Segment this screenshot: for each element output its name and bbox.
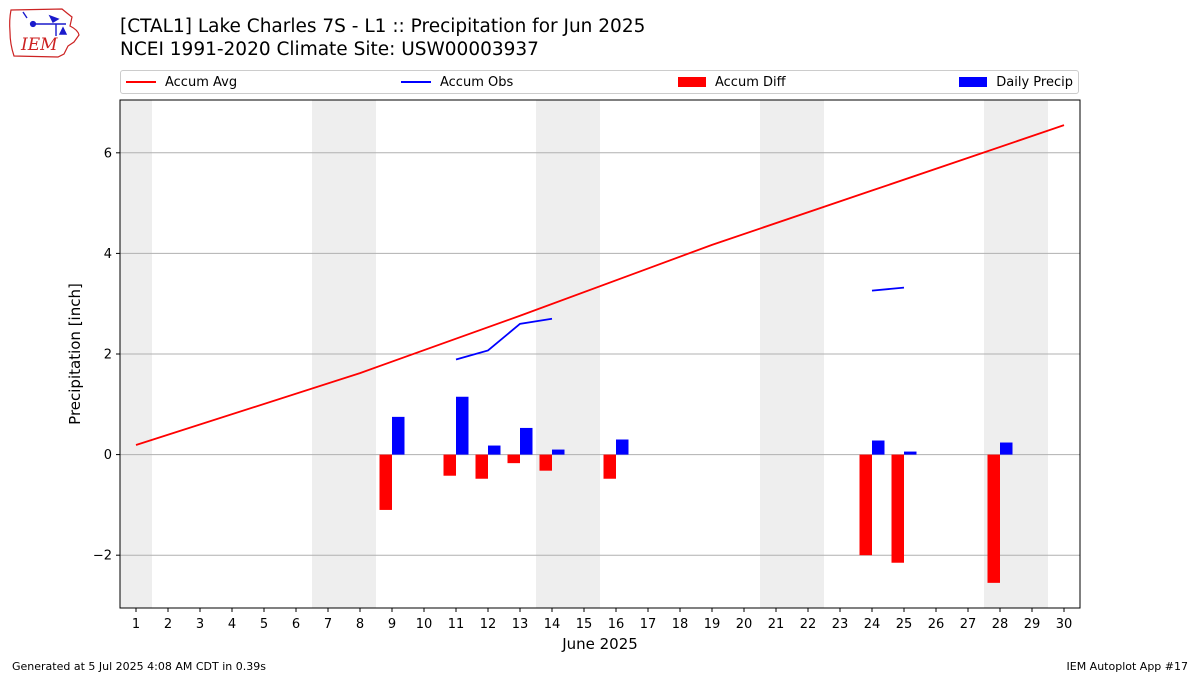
legend-label: Accum Obs [440, 74, 514, 90]
x-tick-label: 6 [292, 617, 300, 632]
accum-diff-bar [475, 454, 488, 479]
x-tick-label: 9 [388, 617, 396, 632]
daily-precip-bar [872, 440, 885, 455]
x-tick-label: 5 [260, 617, 268, 632]
weekend-shading [312, 100, 376, 608]
y-tick-label: 4 [104, 247, 112, 262]
x-tick-label: 15 [576, 617, 593, 632]
x-tick-label: 17 [640, 617, 657, 632]
x-tick-label: 18 [672, 617, 689, 632]
weekend-shading [536, 100, 600, 608]
x-axis-label: June 2025 [561, 635, 638, 653]
legend-swatch [126, 81, 156, 83]
accum-diff-bar [539, 454, 552, 471]
accum-diff-bar [987, 454, 1000, 583]
daily-precip-bar [616, 439, 629, 455]
accum-avg-line [135, 124, 1065, 446]
y-tick-label: 2 [104, 348, 112, 363]
x-tick-label: 14 [544, 617, 561, 632]
y-tick-label: 6 [104, 146, 112, 161]
accum-obs-line [871, 286, 905, 292]
x-tick-label: 21 [768, 617, 785, 632]
legend-item-accum-obs: Accum Obs [401, 71, 513, 93]
accum-diff-bar [891, 454, 904, 563]
daily-precip-bar [488, 445, 501, 455]
accum-diff-bar [507, 454, 520, 464]
app-credit: IEM Autoplot App #17 [1066, 660, 1189, 673]
x-tick-label: 29 [1024, 617, 1041, 632]
x-tick-label: 8 [356, 617, 364, 632]
x-tick-label: 25 [896, 617, 913, 632]
y-tick-label: 0 [104, 448, 112, 463]
weekend-shading [984, 100, 1048, 608]
daily-precip-bar [552, 449, 565, 455]
x-tick-label: 2 [164, 617, 172, 632]
weekend-shading [760, 100, 824, 608]
accum-diff-bar [603, 454, 616, 479]
y-axis-label: Precipitation [inch] [66, 283, 84, 425]
x-tick-label: 24 [864, 617, 881, 632]
y-tick-label: −2 [93, 549, 112, 564]
legend: Accum Avg Accum Obs Accum Diff Daily Pre… [120, 70, 1079, 94]
x-tick-label: 3 [196, 617, 204, 632]
daily-precip-bar [1000, 442, 1013, 455]
x-tick-label: 13 [512, 617, 529, 632]
plot-frame [119, 99, 1081, 609]
x-tick-label: 22 [800, 617, 817, 632]
x-tick-label: 11 [448, 617, 465, 632]
logo-text: IEM [20, 35, 58, 55]
x-tick-label: 12 [480, 617, 497, 632]
daily-precip-bar [456, 396, 469, 455]
generated-timestamp: Generated at 5 Jul 2025 4:08 AM CDT in 0… [12, 660, 266, 673]
chart-subtitle: NCEI 1991-2020 Climate Site: USW00003937 [120, 39, 539, 60]
accum-diff-bar [379, 454, 392, 510]
x-tick-label: 30 [1056, 617, 1073, 632]
x-tick-label: 23 [832, 617, 849, 632]
legend-item-accum-avg: Accum Avg [126, 71, 237, 93]
legend-swatch [678, 77, 706, 87]
accum-obs-line [455, 317, 553, 361]
iowa-outline-icon [9, 8, 80, 58]
legend-item-accum-diff: Accum Diff [678, 71, 786, 93]
daily-precip-bar [392, 416, 405, 455]
x-tick-label: 4 [228, 617, 236, 632]
x-tick-label: 28 [992, 617, 1009, 632]
x-tick-label: 27 [960, 617, 977, 632]
daily-precip-bar [904, 451, 917, 455]
legend-swatch [401, 81, 431, 83]
legend-label: Daily Precip [996, 74, 1073, 90]
legend-label: Accum Diff [715, 74, 786, 90]
x-tick-label: 26 [928, 617, 945, 632]
x-tick-label: 20 [736, 617, 753, 632]
x-tick-label: 1 [132, 617, 140, 632]
accum-diff-bar [443, 454, 456, 476]
weather-station-icon [22, 11, 68, 36]
accum-diff-bar [859, 454, 872, 556]
iem-logo: IEM [9, 8, 80, 58]
x-tick-label: 16 [608, 617, 625, 632]
weekend-shading [120, 100, 152, 608]
x-tick-label: 10 [416, 617, 433, 632]
legend-item-daily-precip: Daily Precip [959, 71, 1073, 93]
legend-label: Accum Avg [165, 74, 238, 90]
legend-swatch [959, 77, 988, 87]
x-tick-label: 7 [324, 617, 332, 632]
daily-precip-bar [520, 427, 533, 455]
chart-title: [CTAL1] Lake Charles 7S - L1 :: Precipit… [120, 16, 646, 37]
x-tick-label: 19 [704, 617, 721, 632]
